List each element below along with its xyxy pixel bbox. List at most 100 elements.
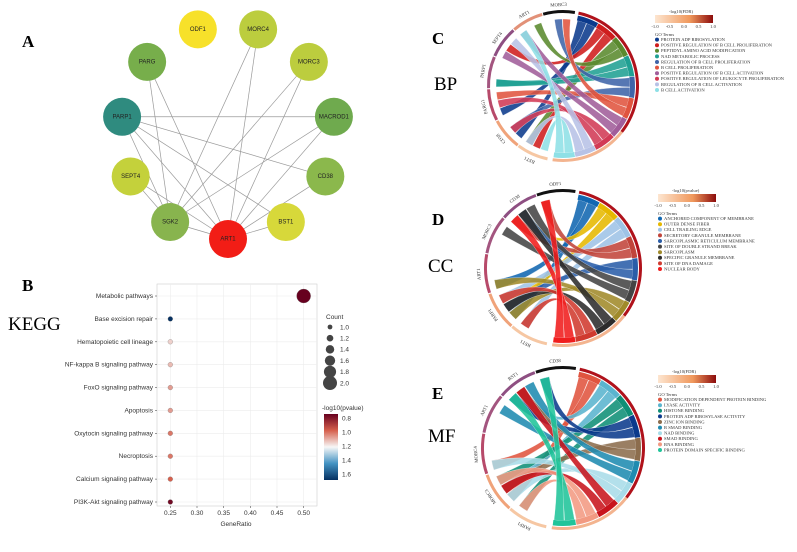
legend-scale-title: -log10(FDR) (672, 369, 696, 374)
legend-term-label: REGULATION OF B CELL PROLIFERATION (661, 59, 751, 64)
term-arcs (552, 11, 639, 162)
network-node-label: MORC4 (247, 27, 269, 33)
y-tick-label: Calcium signaling pathway (76, 476, 154, 483)
legend-scale-title: -log10(pvalue) (672, 188, 700, 193)
term-arc (594, 133, 614, 150)
legend-term-swatch (655, 71, 659, 76)
network-node-circle (266, 203, 305, 242)
term-arc (626, 236, 638, 259)
network-node-label: CD38 (318, 174, 334, 180)
term-arc (612, 300, 630, 321)
legend-scale-tick: 0.0 (684, 384, 690, 389)
size-legend-dot (326, 334, 334, 342)
gene-label: CD38 (496, 132, 508, 144)
chord-ribbon (562, 18, 627, 117)
size-legend-dot (324, 355, 336, 366)
legend-term-swatch (658, 420, 662, 424)
legend-scale-tick: -1.0 (654, 203, 662, 208)
network-edge (121, 116, 287, 223)
legend-term-swatch (658, 408, 662, 413)
x-tick-label: 0.35 (217, 510, 230, 517)
legend-term-swatch (658, 250, 662, 255)
x-tick-labels: 0.25 0.30 0.35 0.40 0.45 0.50 (164, 510, 310, 517)
gene-arc (484, 254, 491, 294)
network-node: MORC3 (289, 42, 328, 81)
term-arc (575, 512, 599, 525)
network-node-circle (111, 157, 150, 196)
term-arc (596, 499, 618, 518)
y-tick-label: Base excision repair (94, 316, 153, 323)
legend-term-swatch (658, 267, 662, 271)
legend-term-swatch (658, 222, 662, 227)
color-legend-tick-label: 1.2 (342, 443, 351, 450)
legend-scale-tick: -0.5 (669, 384, 677, 389)
gene-arc (511, 325, 548, 346)
term-arc (622, 97, 634, 119)
gene-arc (485, 217, 505, 254)
network-node: PARP1 (103, 97, 142, 136)
legend-term-label: SITE OF DOUBLE STRAND BREAK (664, 244, 737, 249)
legend-term-swatch (658, 239, 662, 243)
legend-scale-tick: -1.0 (651, 24, 659, 29)
term-arc (577, 194, 600, 208)
legend-term-swatch (655, 82, 659, 87)
legend-term-label: SECRETORY GRANULE MEMBRANE (664, 233, 741, 238)
y-tick-label: FoxO signaling pathway (84, 385, 154, 392)
gene-arc (485, 474, 511, 510)
network-node-label: ODF1 (190, 27, 207, 33)
legend-scale-tick: 0.0 (684, 203, 690, 208)
legend-scale-tick: 0.0 (681, 24, 687, 29)
legend-scale-bar (658, 375, 716, 383)
gene-arc (542, 9, 576, 16)
network-edge (146, 61, 171, 223)
gene-arc (513, 13, 543, 31)
chord-ribbon (517, 208, 612, 325)
term-arc (553, 336, 576, 344)
gene-arc (487, 56, 496, 89)
network-edge (146, 61, 229, 240)
legend-term-label: NAD METABOLIC PROCESS (661, 54, 720, 59)
legend-term-swatch (658, 244, 662, 249)
legend-term-swatch (658, 233, 662, 238)
legend-term-label: SMAD BINDING (664, 436, 698, 441)
color-legend-title: -log10(pvalue) (322, 405, 364, 412)
data-point (167, 453, 173, 459)
size-legend-label: 1.6 (340, 358, 349, 365)
data-point (167, 316, 173, 322)
legend-term-swatch (658, 255, 662, 260)
plot-frame (156, 283, 318, 507)
legend-term-swatch (655, 37, 659, 42)
size-legend: 1.0 1.2 1.4 1.6 1.8 2.0 (323, 324, 349, 390)
legend-terms-title: GO Terms (658, 211, 677, 216)
data-point (296, 288, 311, 304)
legend-term-swatch (655, 76, 659, 81)
network-node-circle (209, 220, 247, 258)
legend-term-label: LYASE ACTIVITY (664, 403, 701, 408)
gene-label: PARG1 (481, 98, 490, 114)
network-node: ODF1 (178, 10, 217, 49)
network-node-circle (314, 97, 353, 136)
legend-term-label: ZINC ION BINDING (664, 419, 705, 424)
term-arc (631, 258, 639, 281)
data-point (167, 476, 173, 482)
network-edge (121, 116, 326, 177)
y-tick-label: PI3K-Akt signaling pathway (74, 499, 154, 506)
legend-term-label: REGULATION OF B CELL ACTIVATION (661, 82, 743, 87)
term-arc (553, 152, 576, 158)
network-node: MACROD1 (314, 97, 353, 136)
legend-scale-bar (658, 194, 716, 202)
term-arc (574, 145, 596, 157)
plot-gridlines (155, 284, 317, 508)
legend-scale-tick: 1.0 (713, 384, 719, 389)
legend-term-label: PROTEIN DOMAIN SPECIFIC BINDING (664, 447, 745, 452)
gene-label: CD38 (549, 359, 561, 365)
gene-label: BST1 (523, 154, 536, 163)
legend-term-swatch (658, 261, 662, 266)
data-point (167, 339, 173, 345)
term-arc (576, 15, 599, 28)
legend-term-label: R SMAD BINDING (664, 425, 703, 430)
chord-ribbon (510, 37, 594, 150)
y-tick-label: Hematopoietic cell lineage (77, 339, 153, 346)
term-arc (623, 55, 635, 77)
y-tick-label: Necroptosis (119, 453, 154, 460)
